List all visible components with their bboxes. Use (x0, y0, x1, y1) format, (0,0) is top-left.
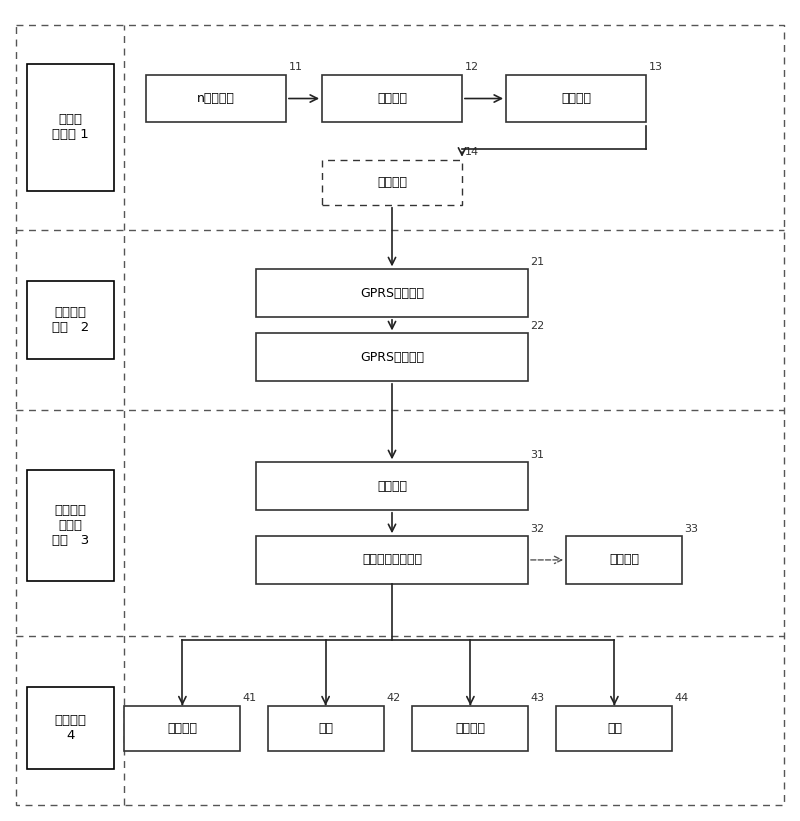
Text: 信号采
集单元 1: 信号采 集单元 1 (52, 113, 89, 141)
Text: 31: 31 (530, 450, 544, 460)
Text: 11: 11 (289, 62, 302, 72)
Bar (557, 705, 672, 750)
Bar (566, 536, 682, 584)
Text: 13: 13 (648, 62, 662, 72)
Bar (256, 333, 528, 381)
Text: GPRS接收装置: GPRS接收装置 (360, 351, 424, 364)
Text: 数据存储: 数据存储 (167, 722, 198, 735)
Text: 43: 43 (531, 693, 545, 703)
Bar (256, 269, 528, 317)
Text: 滤波电路: 滤波电路 (377, 92, 407, 105)
Text: 信号传输
单元   2: 信号传输 单元 2 (52, 306, 89, 334)
Bar (413, 705, 528, 750)
Text: 42: 42 (386, 693, 400, 703)
Bar (125, 705, 240, 750)
Text: 14: 14 (464, 147, 478, 157)
Bar (267, 705, 383, 750)
Text: 数据分析（主机）: 数据分析（主机） (362, 553, 422, 566)
Text: 参数设定: 参数设定 (455, 722, 486, 735)
Text: 网络通信: 网络通信 (609, 553, 639, 566)
Text: 报警: 报警 (607, 722, 622, 735)
Text: 显示: 显示 (318, 722, 333, 735)
Text: 人机界面
4: 人机界面 4 (54, 714, 86, 742)
Bar (322, 159, 462, 204)
Bar (27, 281, 114, 360)
Text: n路传感器: n路传感器 (197, 92, 235, 105)
Text: 12: 12 (464, 62, 478, 72)
Bar (27, 470, 114, 581)
Text: 33: 33 (685, 524, 698, 534)
Text: 数据采集: 数据采集 (377, 479, 407, 493)
Bar (506, 75, 646, 122)
Bar (27, 687, 114, 769)
Text: 44: 44 (675, 693, 689, 703)
Bar (146, 75, 286, 122)
Text: GPRS发送装置: GPRS发送装置 (360, 287, 424, 300)
Bar (256, 462, 528, 510)
Bar (27, 64, 114, 190)
Bar (256, 536, 528, 584)
Text: 模数转换: 模数转换 (377, 176, 407, 189)
Text: 放大电路: 放大电路 (561, 92, 591, 105)
Text: 32: 32 (530, 524, 545, 534)
Bar (322, 75, 462, 122)
Text: 21: 21 (530, 257, 545, 267)
Text: 22: 22 (530, 321, 545, 331)
Text: 数据采集
及分析
单元   3: 数据采集 及分析 单元 3 (52, 504, 89, 547)
Text: 41: 41 (243, 693, 257, 703)
